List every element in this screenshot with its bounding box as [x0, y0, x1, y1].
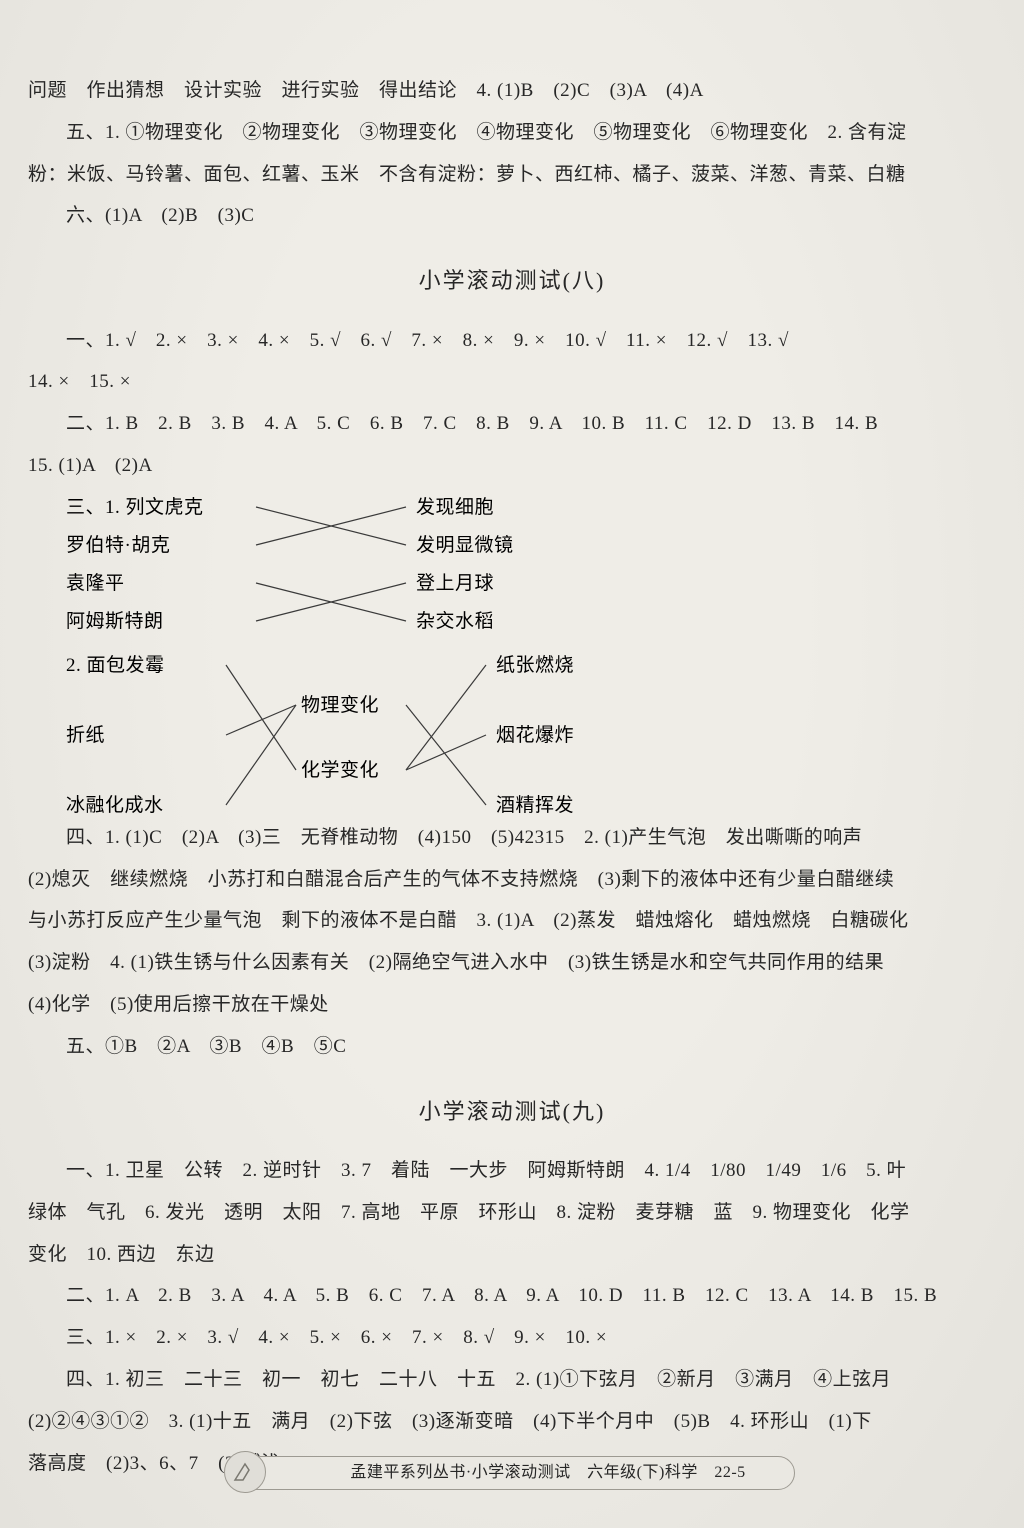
test8-q4d: (3)淀粉 4. (1)铁生锈与什么因素有关 (2)隔绝空气进入水中 (3)铁生… — [28, 942, 996, 984]
svg-text:袁隆平: 袁隆平 — [66, 572, 125, 594]
svg-text:物理变化: 物理变化 — [301, 694, 379, 716]
svg-text:阿姆斯特朗: 阿姆斯特朗 — [66, 610, 164, 632]
test8-q4c: 与小苏打反应产生少量气泡 剩下的液体不是白醋 3. (1)A (2)蒸发 蜡烛熔… — [28, 900, 996, 942]
svg-text:化学变化: 化学变化 — [301, 759, 379, 781]
test9-q2: 二、1. A 2. B 3. A 4. A 5. B 6. C 7. A 8. … — [28, 1275, 996, 1317]
top-line-1: 问题 作出猜想 设计实验 进行实验 得出结论 4. (1)B (2)C (3)A… — [28, 70, 996, 112]
test9-q3: 三、1. × 2. × 3. √ 4. × 5. × 6. × 7. × 8. … — [28, 1317, 996, 1359]
svg-text:发明显微镜: 发明显微镜 — [416, 534, 514, 556]
svg-text:杂交水稻: 杂交水稻 — [416, 610, 494, 632]
svg-text:纸张燃烧: 纸张燃烧 — [496, 654, 574, 676]
test9-q4b: (2)②④③①② 3. (1)十五 满月 (2)下弦 (3)逐渐变暗 (4)下半… — [28, 1401, 996, 1443]
test8-q2b: 15. (1)A (2)A — [28, 445, 996, 487]
test9-title: 小学滚动测试(九) — [28, 1088, 996, 1136]
test8-q2a: 二、1. B 2. B 3. B 4. A 5. C 6. B 7. C 8. … — [28, 403, 996, 445]
test8-q4a: 四、1. (1)C (2)A (3)三 无脊椎动物 (4)150 (5)4231… — [28, 817, 996, 859]
test8-q1b: 14. × 15. × — [28, 361, 996, 403]
svg-text:登上月球: 登上月球 — [416, 572, 494, 594]
svg-text:三、1. 列文虎克: 三、1. 列文虎克 — [66, 496, 204, 518]
top-line-2: 五、1. ①物理变化 ②物理变化 ③物理变化 ④物理变化 ⑤物理变化 ⑥物理变化… — [28, 112, 996, 154]
test9-q1c: 变化 10. 西边 东边 — [28, 1234, 996, 1276]
test9-q4a: 四、1. 初三 二十三 初一 初七 二十八 十五 2. (1)①下弦月 ②新月 … — [28, 1359, 996, 1401]
svg-text:折纸: 折纸 — [66, 724, 105, 746]
svg-text:罗伯特·胡克: 罗伯特·胡克 — [66, 534, 170, 556]
test8-q5: 五、①B ②A ③B ④B ⑤C — [28, 1026, 996, 1068]
svg-text:酒精挥发: 酒精挥发 — [496, 794, 574, 816]
test8-title: 小学滚动测试(八) — [28, 257, 996, 305]
test8-q4b: (2)熄灭 继续燃烧 小苏打和白醋混合后产生的气体不支持燃烧 (3)剩下的液体中… — [28, 859, 996, 901]
footer-text: 孟建平系列丛书·小学滚动测试 六年级(下)科学 22-5 — [350, 1464, 745, 1481]
top-line-3: 粉：米饭、马铃薯、面包、红薯、玉米 不含有淀粉：萝卜、西红柿、橘子、菠菜、洋葱、… — [28, 154, 996, 196]
test9-q1a: 一、1. 卫星 公转 2. 逆时针 3. 7 着陆 一大步 阿姆斯特朗 4. 1… — [28, 1150, 996, 1192]
svg-text:冰融化成水: 冰融化成水 — [66, 794, 164, 816]
svg-text:发现细胞: 发现细胞 — [416, 496, 494, 518]
footer: 孟建平系列丛书·小学滚动测试 六年级(下)科学 22-5 — [0, 1455, 1024, 1490]
svg-text:烟花爆炸: 烟花爆炸 — [496, 724, 574, 746]
page: 问题 作出猜想 设计实验 进行实验 得出结论 4. (1)B (2)C (3)A… — [0, 0, 1024, 1528]
test9-q1b: 绿体 气孔 6. 发光 透明 太阳 7. 高地 平原 环形山 8. 淀粉 麦芽糖… — [28, 1192, 996, 1234]
test8-q1a: 一、1. √ 2. × 3. × 4. × 5. √ 6. √ 7. × 8. … — [28, 320, 996, 362]
svg-text:2. 面包发霉: 2. 面包发霉 — [66, 654, 165, 676]
match-diagram-2: 2. 面包发霉折纸冰融化成水 物理变化化学变化 纸张燃烧烟花爆炸酒精挥发 — [66, 647, 706, 817]
match-diagram-1: 三、1. 列文虎克罗伯特·胡克袁隆平阿姆斯特朗 发现细胞发明显微镜登上月球杂交水稻 — [66, 487, 626, 647]
book-series-icon — [224, 1451, 266, 1493]
top-line-4: 六、(1)A (2)B (3)C — [28, 195, 996, 237]
test8-q4e: (4)化学 (5)使用后擦干放在干燥处 — [28, 984, 996, 1026]
